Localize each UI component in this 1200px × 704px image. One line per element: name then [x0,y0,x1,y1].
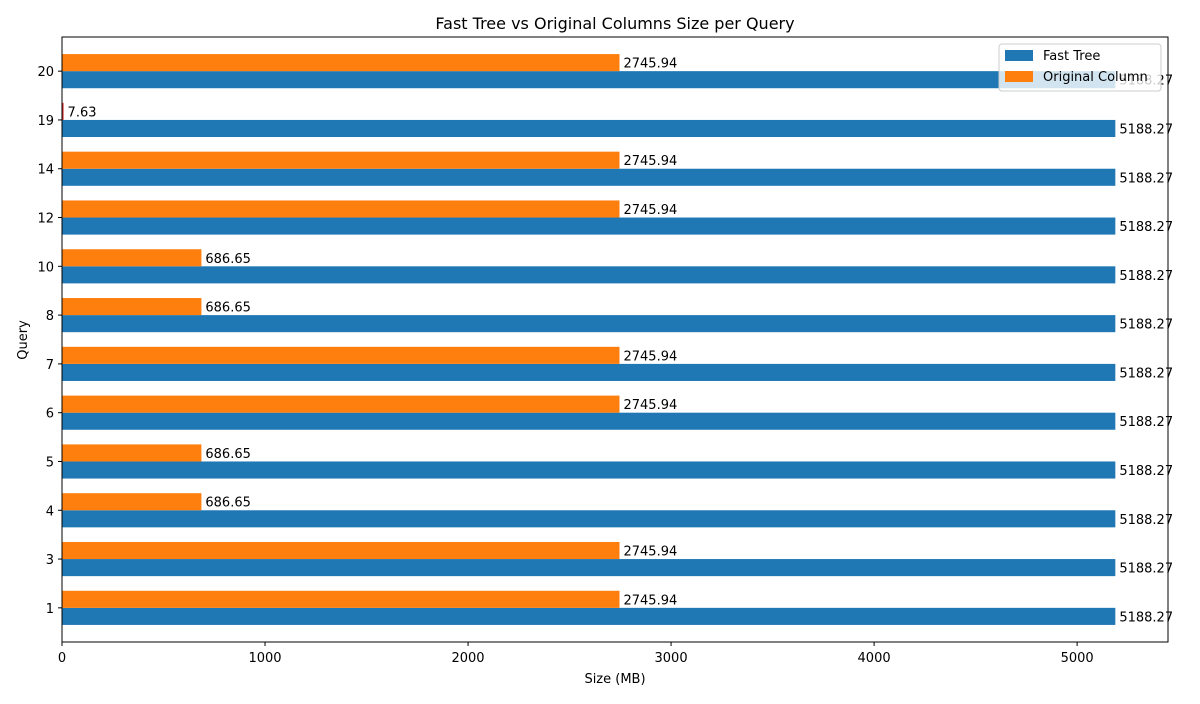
legend-swatch-original-column [1005,71,1033,82]
bar-fast-tree-q4 [62,510,1116,528]
bar-fast-tree-q3 [62,559,1116,577]
x-axis: 0 1000 2000 3000 4000 5000 [58,642,1094,666]
legend: Fast Tree Original Column [998,43,1162,92]
bar-fast-tree-q20 [62,71,1116,89]
data-label-fast-tree-q10: 5188.27 [1119,269,1173,284]
data-label-original-column-q10: 686.65 [205,252,251,267]
data-label-fast-tree-q7: 5188.27 [1119,366,1173,381]
data-label-fast-tree-q14: 5188.27 [1119,171,1173,186]
data-label-fast-tree-q12: 5188.27 [1119,220,1173,235]
legend-label-original-column: Original Column [1043,70,1148,85]
bars-group [62,54,1116,625]
data-label-original-column-q5: 686.65 [205,447,251,462]
bar-original-column-q10 [62,249,202,267]
y-tick-label: 8 [46,309,54,324]
data-label-original-column-q20: 2745.94 [623,57,677,72]
x-axis-label: Size (MB) [584,672,645,687]
bar-original-column-q20 [62,54,620,72]
data-label-fast-tree-q8: 5188.27 [1119,318,1173,333]
plot-frame [61,36,1169,643]
data-labels-group: 5188.27 2745.94 5188.27 2745.94 5188.27 686.6… [68,57,1174,626]
data-label-original-column-q1: 2745.94 [623,593,677,608]
bar-fast-tree-q1 [62,607,1116,625]
data-label-original-column-q7: 2745.94 [623,349,677,364]
bar-fast-tree-q8 [62,315,1116,333]
bar-fast-tree-q7 [62,363,1116,381]
bar-original-column-q4 [62,493,202,511]
y-tick-label: 14 [37,163,54,178]
bar-fast-tree-q19 [62,119,1116,138]
x-tick-label: 5000 [1061,651,1094,666]
y-tick-label: 19 [37,114,54,129]
bar-original-column-q8 [62,298,202,316]
data-label-original-column-q12: 2745.94 [623,203,677,218]
x-tick-label: 3000 [655,651,688,666]
x-tick-label: 0 [58,651,66,666]
y-tick-label: 20 [37,65,54,80]
bar-fast-tree-q14 [62,168,1116,186]
data-label-fast-tree-q1: 5188.27 [1119,610,1173,625]
y-tick-label: 4 [46,504,54,519]
data-label-fast-tree-q4: 5188.27 [1119,513,1173,528]
data-label-fast-tree-q6: 5188.27 [1119,415,1173,430]
data-label-fast-tree-q3: 5188.27 [1119,562,1173,577]
data-label-fast-tree-q19: 5188.27 [1119,122,1173,137]
bar-original-column-q12 [62,200,620,218]
bar-original-column-q6 [62,395,620,413]
y-tick-label: 12 [37,212,54,227]
x-tick-label: 1000 [248,651,281,666]
data-label-original-column-q6: 2745.94 [623,398,677,413]
bar-original-column-q14 [62,151,620,169]
data-label-original-column-q19: 7.63 [68,105,97,120]
data-label-original-column-q8: 686.65 [205,301,251,316]
bar-fast-tree-q12 [62,217,1116,235]
bar-original-column-q5 [62,444,202,462]
y-tick-label: 1 [46,602,54,617]
y-tick-label: 7 [46,358,54,373]
x-tick-label: 2000 [451,651,484,666]
bar-fast-tree-q10 [62,266,1116,284]
legend-swatch-fast-tree [1005,50,1033,61]
legend-label-fast-tree: Fast Tree [1043,49,1100,64]
y-tick-label: 6 [46,407,54,422]
data-label-original-column-q14: 2745.94 [623,154,677,169]
bar-original-column-q1 [62,590,620,608]
data-label-original-column-q4: 686.65 [205,496,251,511]
y-tick-label: 5 [46,455,54,470]
y-axis: 1 3 4 5 6 7 8 10 12 14 19 20 [37,65,62,617]
chart-title: Fast Tree vs Original Columns Size per Q… [435,14,794,33]
data-label-fast-tree-q5: 5188.27 [1119,464,1173,479]
bar-fast-tree-q6 [62,412,1116,430]
bar-original-column-q19 [62,102,64,120]
bar-original-column-q3 [62,541,620,560]
x-tick-label: 4000 [858,651,891,666]
bar-original-column-q7 [62,346,620,364]
y-axis-label: Query [16,320,31,360]
y-tick-label: 3 [46,553,54,568]
y-tick-label: 10 [37,260,54,275]
data-label-original-column-q3: 2745.94 [623,545,677,560]
bar-fast-tree-q5 [62,461,1116,479]
legend-frame [998,43,1162,92]
